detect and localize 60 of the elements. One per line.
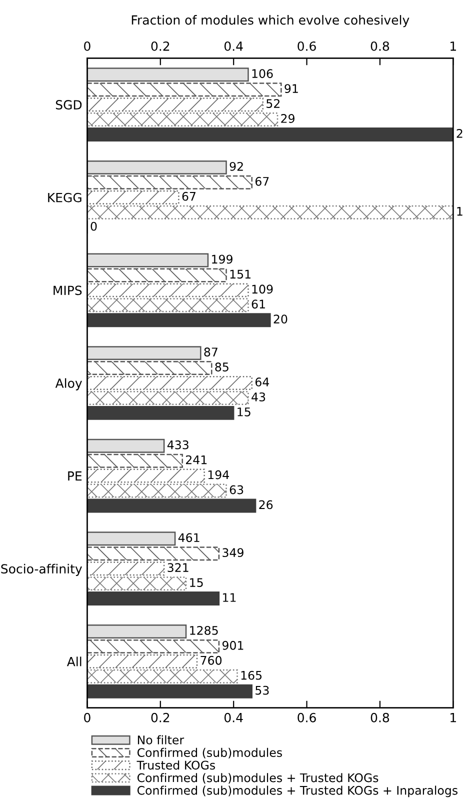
text: 2 xyxy=(456,129,462,138)
x2-axis-title: Fraction of modules which evolve cohesively xyxy=(132,15,410,28)
annotation: 29 xyxy=(281,114,294,123)
annotation: 52 xyxy=(266,99,280,108)
annotation: 760 xyxy=(200,656,222,665)
annotation: 85 xyxy=(215,362,228,372)
x-tick-label: 0 xyxy=(84,712,90,722)
x2-tick-label: 1 xyxy=(450,42,456,51)
x-tick-label: 0.2 xyxy=(151,712,170,722)
legend-label: Trusted KOGs xyxy=(136,760,215,770)
annotation: 106 xyxy=(252,69,273,78)
annotation: 64 xyxy=(255,377,270,386)
annotation: 1285 xyxy=(190,626,218,635)
annotation: 87 xyxy=(204,348,218,356)
legend-label: No filter xyxy=(138,735,184,744)
annotation: 15 xyxy=(190,578,203,587)
annotation: 349 xyxy=(222,548,244,558)
legend-label: Confirmed (sub)modules xyxy=(137,748,282,758)
annotation: 433 xyxy=(167,440,188,450)
annotation: 61 xyxy=(252,300,265,309)
annotation: 20 xyxy=(274,314,288,324)
annotation: 321 xyxy=(168,563,188,572)
x-tick-label: 0.4 xyxy=(224,712,243,722)
annotation: 109 xyxy=(252,284,273,294)
annotation: 91 xyxy=(284,84,298,94)
x-tick-label: 1 xyxy=(450,713,456,722)
annotation: 26 xyxy=(259,500,273,510)
annotation: 461 xyxy=(178,533,200,542)
annotation: 43 xyxy=(252,392,266,402)
text: 1 xyxy=(457,207,462,216)
annotation: 199 xyxy=(212,254,232,264)
annotation: 194 xyxy=(208,470,229,480)
y-tick-label: MIPS xyxy=(54,286,82,296)
x2-tick-label: 0.8 xyxy=(370,41,390,51)
y-tick-label: SGD xyxy=(56,100,82,110)
annotation: 92 xyxy=(230,162,243,171)
x-tick-label: 0.8 xyxy=(370,712,390,722)
y-tick-label: Socio-affinity xyxy=(1,564,82,576)
annotation: 11 xyxy=(223,593,236,602)
annotation: 151 xyxy=(230,270,250,279)
annotation: 241 xyxy=(186,455,207,464)
annotation: 165 xyxy=(241,670,262,680)
y-tick-label: Aloy xyxy=(55,378,82,390)
y-tick-label: PE xyxy=(68,471,82,481)
x2-tick-label: 0 xyxy=(84,41,90,51)
y-tick-label: All xyxy=(66,656,82,666)
x-tick-label: 0.6 xyxy=(298,712,316,722)
annotation: 901 xyxy=(222,640,244,650)
annotation: 15 xyxy=(238,408,250,416)
annotation: 67 xyxy=(255,176,269,186)
annotation: 53 xyxy=(256,686,269,695)
x2-tick-label: 0.4 xyxy=(224,41,243,51)
x2-tick-label: 0.2 xyxy=(151,41,170,51)
x2-tick-label: 0.6 xyxy=(298,41,316,51)
annotation: 0 xyxy=(90,222,97,231)
y-tick-label: KEGG xyxy=(48,192,82,202)
legend-label: Confirmed (sub)modules + Trusted KOGs xyxy=(137,773,378,784)
annotation: 63 xyxy=(230,485,244,494)
annotation: 67 xyxy=(182,192,196,201)
legend-label: Confirmed (sub)modules + Trusted KOGs + Inparalogs xyxy=(137,786,458,798)
